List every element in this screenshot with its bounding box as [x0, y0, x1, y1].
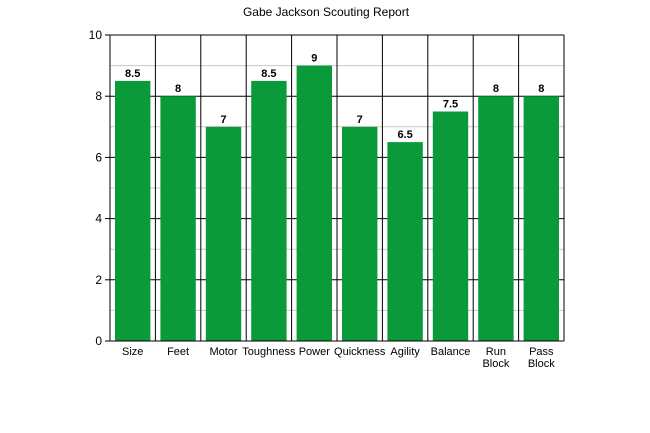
- chart-title: Gabe Jackson Scouting Report: [243, 5, 410, 19]
- x-tick-label: Quickness: [334, 346, 386, 358]
- data-label: 9: [311, 53, 317, 65]
- y-tick-label: 10: [89, 28, 103, 42]
- bar: [387, 142, 423, 341]
- data-label: 8.5: [125, 68, 140, 80]
- bar: [251, 80, 287, 342]
- y-tick-label: 4: [95, 212, 102, 226]
- axes: [105, 34, 565, 342]
- x-tick-label: Toughness: [242, 346, 296, 358]
- data-label: 6.5: [397, 129, 412, 141]
- data-label: 7: [220, 114, 226, 126]
- x-tick-label: Power: [299, 346, 331, 358]
- data-label: 7.5: [443, 99, 458, 111]
- y-tick-label: 8: [95, 89, 102, 103]
- bar: [296, 65, 332, 341]
- bar: [432, 111, 469, 341]
- data-label: 8: [538, 83, 544, 95]
- x-tick-label: Agility: [390, 346, 420, 358]
- x-tick-label: Size: [122, 346, 143, 358]
- bar: [523, 96, 559, 341]
- bar: [478, 96, 514, 341]
- bar: [160, 96, 196, 341]
- data-label: 7: [357, 114, 363, 126]
- data-label: 8: [493, 83, 499, 95]
- labels: 0 2 4 6 8 10 8.5 Size 8 Feet 7 Motor 8.5 Toughness 9 Po…: [89, 28, 556, 370]
- x-tick-label: Feet: [167, 346, 189, 358]
- data-label: 8: [175, 83, 181, 95]
- bar: [342, 126, 378, 341]
- x-tick-label: Motor: [209, 346, 237, 358]
- bar: [205, 126, 242, 341]
- y-tick-label: 6: [95, 150, 102, 164]
- bar: [115, 80, 151, 342]
- x-tick-label: Run Block: [482, 346, 509, 370]
- x-tick-label: Pass Block: [528, 346, 555, 370]
- data-label: 8.5: [261, 68, 276, 80]
- bars: [115, 65, 559, 342]
- y-tick-label: 0: [95, 334, 102, 348]
- x-tick-label: Balance: [431, 346, 471, 358]
- y-tick-label: 2: [95, 273, 102, 287]
